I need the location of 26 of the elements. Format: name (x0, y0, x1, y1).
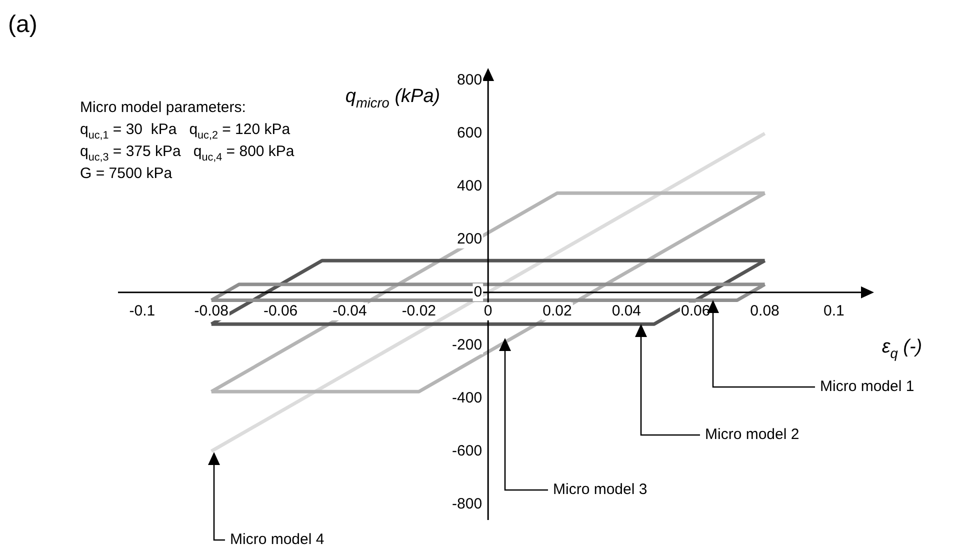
text: Micro model 2 (705, 426, 800, 444)
y-tick-label: 200 (457, 230, 482, 248)
text: Micro model 4 (230, 531, 324, 548)
text: Micro model 1 (820, 378, 914, 396)
annotation: Micro model parameters: (80, 99, 246, 116)
y-tick-label: -200 (452, 336, 482, 354)
chart-title: (a) (8, 11, 38, 38)
x-tick-label: -0.02 (402, 302, 436, 320)
x-tick-label: -0.04 (332, 302, 367, 320)
x-tick-label: -0.06 (263, 302, 298, 320)
y-tick-label: -800 (452, 495, 482, 512)
y-tick-label: 400 (457, 178, 482, 195)
annotation: G = 7500 kPa (80, 165, 173, 182)
y-tick-label: 0 (474, 283, 482, 300)
x-tick-label: 0.04 (612, 302, 642, 320)
y-tick-label: -400 (452, 389, 482, 406)
y-tick-label: -600 (452, 442, 482, 460)
text: Micro model 3 (553, 481, 648, 498)
x-tick-label: 0.06 (681, 302, 710, 320)
x-tick-label: 0.02 (542, 302, 572, 320)
y-tick-label: 800 (457, 72, 482, 89)
x-tick-label: -0.08 (194, 302, 228, 320)
x-tick-label: -0.1 (129, 302, 156, 320)
y-tick-label: 600 (457, 124, 482, 142)
x-tick-label: 0.1 (824, 302, 844, 320)
x-tick-label: 0.08 (750, 302, 780, 320)
